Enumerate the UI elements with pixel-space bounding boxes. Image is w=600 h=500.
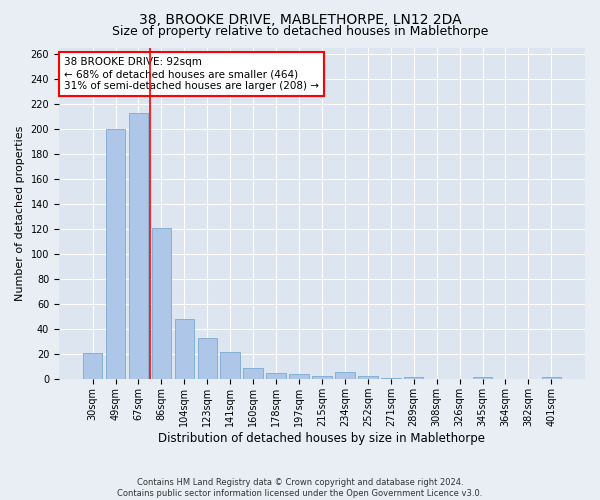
- Bar: [244, 368, 263, 380]
- Bar: [197, 338, 217, 380]
- Bar: [128, 112, 148, 380]
- Bar: [335, 372, 355, 380]
- Bar: [381, 378, 401, 380]
- Bar: [152, 228, 171, 380]
- Bar: [266, 373, 286, 380]
- Text: Contains HM Land Registry data © Crown copyright and database right 2024.
Contai: Contains HM Land Registry data © Crown c…: [118, 478, 482, 498]
- Bar: [358, 376, 377, 380]
- Text: Size of property relative to detached houses in Mablethorpe: Size of property relative to detached ho…: [112, 25, 488, 38]
- X-axis label: Distribution of detached houses by size in Mablethorpe: Distribution of detached houses by size …: [158, 432, 485, 445]
- Bar: [220, 352, 240, 380]
- Bar: [473, 377, 492, 380]
- Y-axis label: Number of detached properties: Number of detached properties: [15, 126, 25, 301]
- Bar: [404, 377, 424, 380]
- Bar: [83, 353, 103, 380]
- Bar: [175, 319, 194, 380]
- Bar: [289, 374, 309, 380]
- Bar: [106, 129, 125, 380]
- Text: 38, BROOKE DRIVE, MABLETHORPE, LN12 2DA: 38, BROOKE DRIVE, MABLETHORPE, LN12 2DA: [139, 12, 461, 26]
- Text: 38 BROOKE DRIVE: 92sqm
← 68% of detached houses are smaller (464)
31% of semi-de: 38 BROOKE DRIVE: 92sqm ← 68% of detached…: [64, 58, 319, 90]
- Bar: [542, 377, 561, 380]
- Bar: [312, 376, 332, 380]
